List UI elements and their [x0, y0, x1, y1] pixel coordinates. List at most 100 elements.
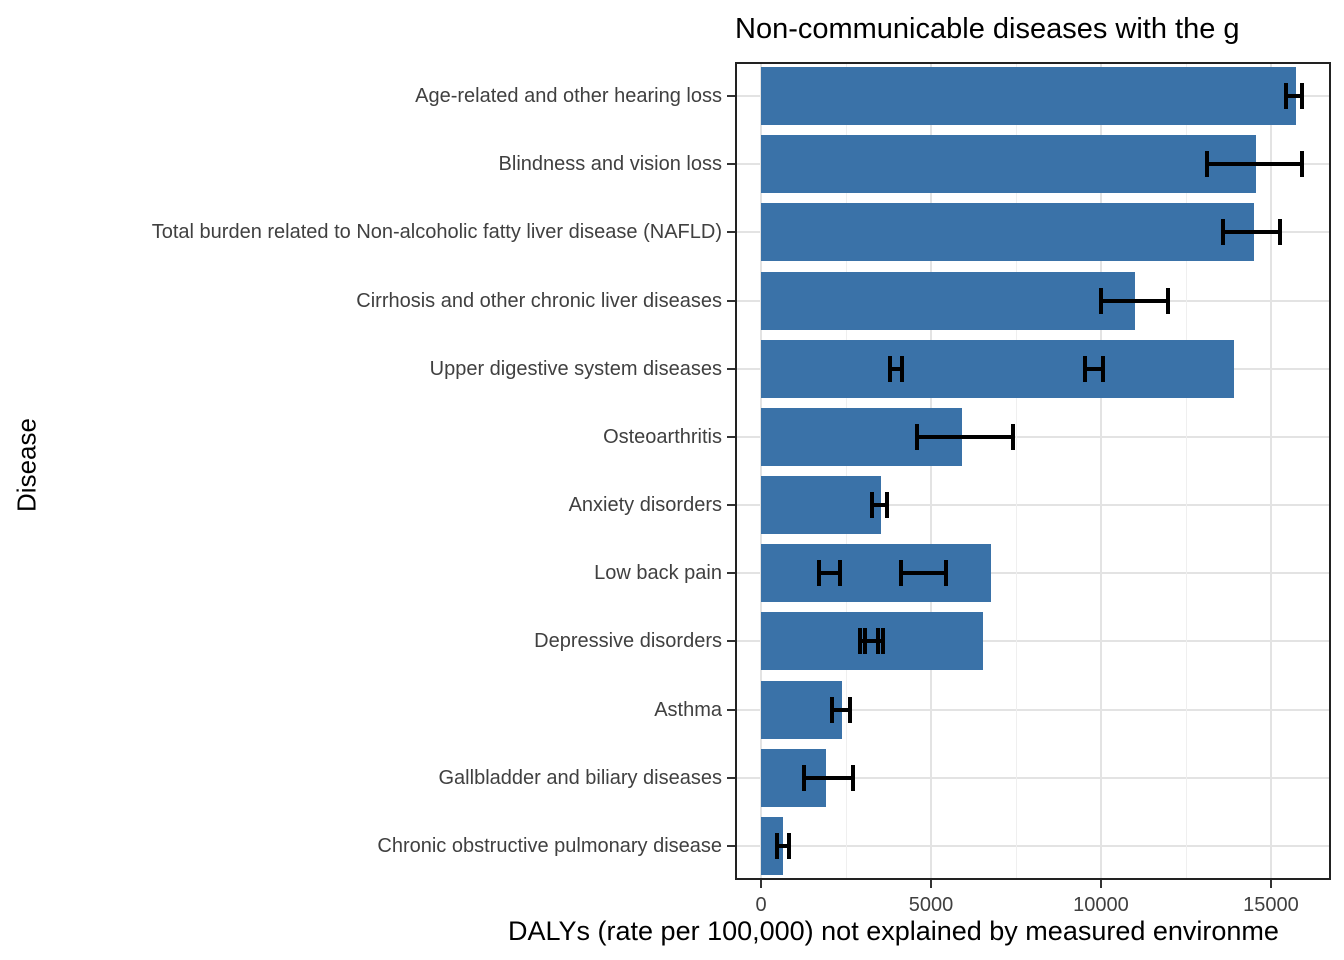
error-bar-cap-low — [1283, 83, 1288, 110]
y-gridline — [735, 640, 1331, 643]
x-axis-tick — [1099, 880, 1102, 888]
chart-title: Non-communicable diseases with the g — [735, 13, 1240, 45]
error-bar-cap-high — [1165, 287, 1170, 314]
y-axis-category-label: Cirrhosis and other chronic liver diseas… — [356, 289, 722, 312]
y-gridline — [735, 776, 1331, 779]
y-gridline — [735, 572, 1331, 575]
error-bar-line — [803, 775, 853, 780]
bar — [761, 816, 784, 875]
error-bar-line — [872, 503, 888, 508]
x-axis-tick — [760, 880, 762, 888]
y-axis-tick — [727, 299, 735, 302]
y-axis-category-label: Total burden related to Non-alcoholic fa… — [151, 221, 722, 244]
error-bar-cap-high — [850, 764, 855, 791]
error-bar-line — [1207, 162, 1302, 167]
y-axis-category-label: Blindness and vision loss — [498, 153, 722, 176]
error-bar-line — [917, 434, 1013, 439]
bar — [761, 680, 842, 739]
error-bar-cap-high — [1010, 423, 1015, 450]
error-bar-cap-low — [863, 628, 868, 655]
error-bar-cap-low — [870, 492, 875, 519]
y-axis-category-label: Gallbladder and biliary diseases — [438, 766, 723, 789]
error-bar-cap-low — [1083, 355, 1088, 382]
error-bar-cap-low — [774, 832, 779, 859]
error-bar-cap-low — [1205, 151, 1210, 178]
y-gridline — [735, 504, 1331, 507]
error-bar-line — [901, 571, 946, 576]
x-major-gridline — [760, 62, 762, 880]
x-axis-tick — [1269, 880, 1272, 888]
error-bar-line — [1100, 298, 1168, 303]
error-bar-cap-high — [885, 492, 890, 519]
bar — [761, 476, 882, 535]
y-axis-tick — [727, 163, 735, 166]
y-axis-category-label: Upper digestive system diseases — [429, 357, 722, 380]
x-axis-tick-label: 10000 — [1073, 894, 1129, 916]
error-bar-line — [1085, 366, 1104, 371]
y-gridline — [735, 844, 1331, 847]
error-bar-cap-low — [887, 355, 892, 382]
error-bar-line — [889, 366, 903, 371]
y-axis-tick — [727, 367, 735, 370]
error-bar-cap-high — [1277, 219, 1282, 246]
error-bar-cap-low — [915, 423, 920, 450]
error-bar-cap-low — [1098, 287, 1103, 314]
x-axis-tick-label: 5000 — [908, 894, 954, 916]
error-bar-cap-low — [857, 628, 862, 655]
x-axis-tick — [930, 880, 932, 888]
error-bar-cap-high — [848, 696, 853, 723]
bar — [761, 67, 1297, 126]
x-axis-tick-label: 0 — [755, 894, 767, 916]
error-bar-cap-high — [787, 832, 792, 859]
x-minor-gridline — [1185, 62, 1187, 880]
x-major-gridline — [1269, 62, 1272, 880]
y-axis-tick — [727, 708, 735, 711]
x-major-gridline — [930, 62, 932, 880]
y-axis-tick — [727, 435, 735, 438]
error-bar-cap-high — [900, 355, 905, 382]
y-axis-category-label: Depressive disorders — [534, 630, 722, 653]
error-bar-line — [865, 639, 884, 644]
error-bar-cap-high — [1101, 355, 1106, 382]
error-bar-cap-high — [1299, 83, 1304, 110]
y-axis-category-label: Anxiety disorders — [568, 494, 722, 517]
y-axis-tick — [727, 231, 735, 234]
error-bar-cap-high — [881, 628, 886, 655]
error-bar-line — [776, 843, 790, 848]
y-axis-category-label: Chronic obstructive pulmonary disease — [377, 834, 722, 857]
error-bar-line — [1223, 230, 1280, 235]
x-minor-gridline — [1016, 62, 1017, 880]
x-minor-gridline — [846, 62, 847, 880]
y-gridline — [735, 708, 1331, 711]
y-axis-tick — [727, 844, 735, 847]
y-axis-category-label: Age-related and other hearing loss — [415, 85, 722, 108]
y-axis-tick — [727, 504, 735, 507]
error-bar-cap-high — [837, 560, 842, 587]
bar — [761, 544, 991, 603]
bar — [761, 135, 1256, 194]
x-major-gridline — [1099, 62, 1102, 880]
y-axis-category-label: Osteoarthritis — [603, 425, 722, 448]
error-bar-cap-high — [1299, 151, 1304, 178]
error-bar-line — [818, 571, 840, 576]
y-axis-category-label: Low back pain — [594, 562, 722, 585]
error-bar-cap-low — [830, 696, 835, 723]
error-bar-line — [1285, 94, 1302, 99]
error-bar-cap-low — [816, 560, 821, 587]
x-axis-tick-label: 15000 — [1243, 894, 1299, 916]
y-axis-category-label: Asthma — [654, 698, 722, 721]
x-axis-title: DALYs (rate per 100,000) not explained b… — [508, 916, 1279, 946]
bar — [761, 203, 1254, 262]
bar — [761, 271, 1135, 330]
error-bar-cap-low — [899, 560, 904, 587]
error-bar-line — [832, 707, 851, 712]
y-axis-tick — [727, 95, 735, 98]
y-axis-tick — [727, 776, 735, 779]
error-bar-cap-low — [801, 764, 806, 791]
error-bar-cap-high — [943, 560, 948, 587]
bar — [761, 339, 1234, 398]
y-axis-tick — [727, 640, 735, 643]
y-axis-tick — [727, 572, 735, 575]
error-bar-cap-low — [1221, 219, 1226, 246]
